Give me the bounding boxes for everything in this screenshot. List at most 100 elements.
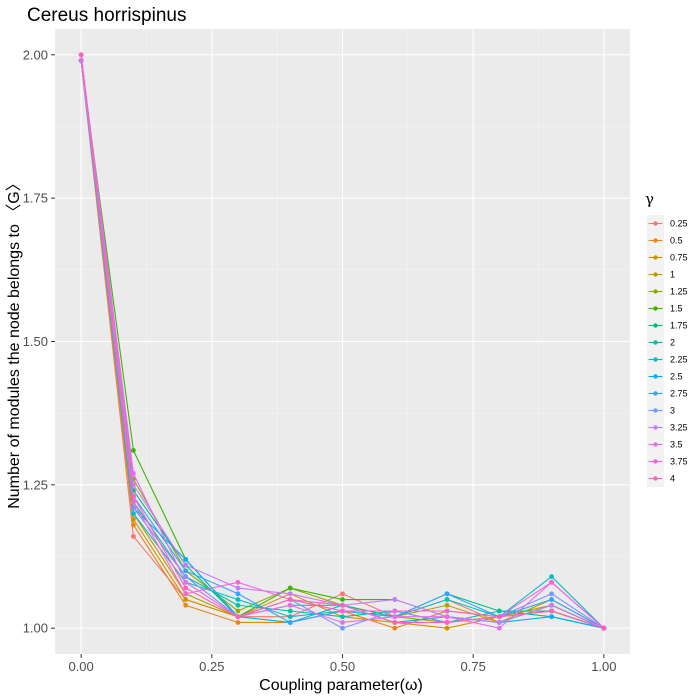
data-point	[235, 597, 241, 602]
data-point	[392, 625, 398, 631]
data-point	[340, 602, 345, 608]
data-point	[549, 602, 554, 608]
legend-item: 3.75	[647, 453, 688, 470]
data-point	[131, 534, 136, 539]
legend-key-point	[653, 408, 658, 413]
data-point	[549, 597, 554, 602]
legend-item: 1.75	[647, 317, 688, 334]
legend-item: 2.5	[647, 368, 683, 385]
legend-key-point	[653, 323, 658, 328]
legend-item: 3.25	[647, 419, 688, 436]
legend-item: 2	[647, 334, 675, 351]
data-point	[287, 591, 293, 597]
legend-item: 4	[647, 470, 675, 487]
data-point	[131, 470, 136, 476]
data-point	[131, 511, 136, 516]
legend-key-point	[653, 391, 658, 396]
legend-label: 1.75	[670, 321, 688, 331]
x-axis: 0.00 0.25 0.50 0.75 1.00	[68, 654, 617, 674]
data-point	[340, 597, 345, 602]
legend-label: 0.25	[670, 219, 688, 229]
legend-label: 3.75	[670, 457, 688, 467]
data-point	[235, 608, 241, 614]
legend-item: 1.25	[647, 283, 688, 300]
data-point	[549, 579, 554, 585]
data-point	[549, 591, 554, 597]
data-point	[287, 585, 293, 591]
data-point	[340, 591, 345, 597]
legend-key-point	[653, 357, 658, 362]
data-point	[340, 620, 345, 625]
y-tick-label: 1.25	[23, 477, 48, 492]
data-point	[340, 614, 345, 620]
data-point	[235, 602, 241, 608]
data-point	[183, 602, 189, 608]
data-point	[392, 608, 398, 614]
data-point	[183, 579, 189, 585]
legend-item: 1	[647, 266, 675, 283]
data-point	[496, 620, 502, 625]
series-4	[78, 52, 607, 631]
y-axis: 1.00 1.25 1.50 1.75 2.00	[23, 47, 55, 636]
data-point	[340, 608, 345, 614]
x-tick-label: 0.25	[199, 659, 224, 674]
legend-item: 3	[647, 402, 675, 419]
data-point	[183, 562, 189, 568]
data-point	[235, 620, 241, 625]
data-point	[183, 591, 189, 597]
data-point	[444, 614, 450, 620]
data-point	[340, 625, 345, 631]
data-point	[235, 591, 241, 597]
legend-item: 0.25	[647, 215, 688, 232]
legend-label: 3.5	[670, 440, 683, 450]
data-point	[287, 602, 293, 608]
legend-key-point	[653, 255, 658, 260]
data-point	[131, 516, 136, 522]
legend-key-point	[653, 340, 658, 345]
x-tick-label: 1.00	[591, 659, 616, 674]
legend-label: 1	[670, 270, 675, 280]
data-point	[392, 620, 398, 625]
data-point	[549, 614, 554, 620]
data-point	[235, 585, 241, 591]
data-point	[183, 568, 189, 574]
data-point	[601, 625, 607, 631]
data-point	[131, 505, 136, 511]
legend-item: 0.75	[647, 249, 688, 266]
data-point	[496, 614, 502, 620]
legend-title: γ	[645, 190, 654, 208]
data-point	[444, 591, 450, 597]
data-point	[287, 597, 293, 602]
legend-label: 2.75	[670, 389, 688, 399]
legend-key-point	[653, 238, 658, 243]
data-point	[183, 597, 189, 602]
data-point	[287, 614, 293, 620]
data-point	[444, 620, 450, 625]
y-tick-label: 1.75	[23, 191, 48, 206]
data-point	[549, 608, 554, 614]
x-tick-label: 0.50	[330, 659, 355, 674]
legend-key-point	[653, 221, 658, 226]
data-point	[235, 614, 241, 620]
x-tick-label: 0.00	[68, 659, 93, 674]
x-tick-label: 0.75	[461, 659, 486, 674]
legend-key-point	[653, 442, 658, 447]
legend-label: 4	[670, 474, 675, 484]
data-point	[78, 52, 84, 58]
legend-label: 3.25	[670, 423, 688, 433]
y-tick-label: 1.00	[23, 621, 48, 636]
data-point	[183, 574, 189, 579]
legend-item: 0.5	[647, 232, 683, 249]
legend-key-point	[653, 272, 658, 277]
data-point	[392, 597, 398, 602]
legend-item: 2.25	[647, 351, 688, 368]
data-point	[131, 499, 136, 505]
legend-label: 0.75	[670, 253, 688, 263]
legend-label: 2	[670, 338, 675, 348]
legend-key-point	[653, 289, 658, 294]
data-point	[549, 574, 554, 579]
legend: γ 0.25 0.5 0.75 1 1.25 1.5 1.75 2 2.25 2.5 2.75 3 3.…	[645, 190, 688, 487]
legend-label: 1.25	[670, 287, 688, 297]
